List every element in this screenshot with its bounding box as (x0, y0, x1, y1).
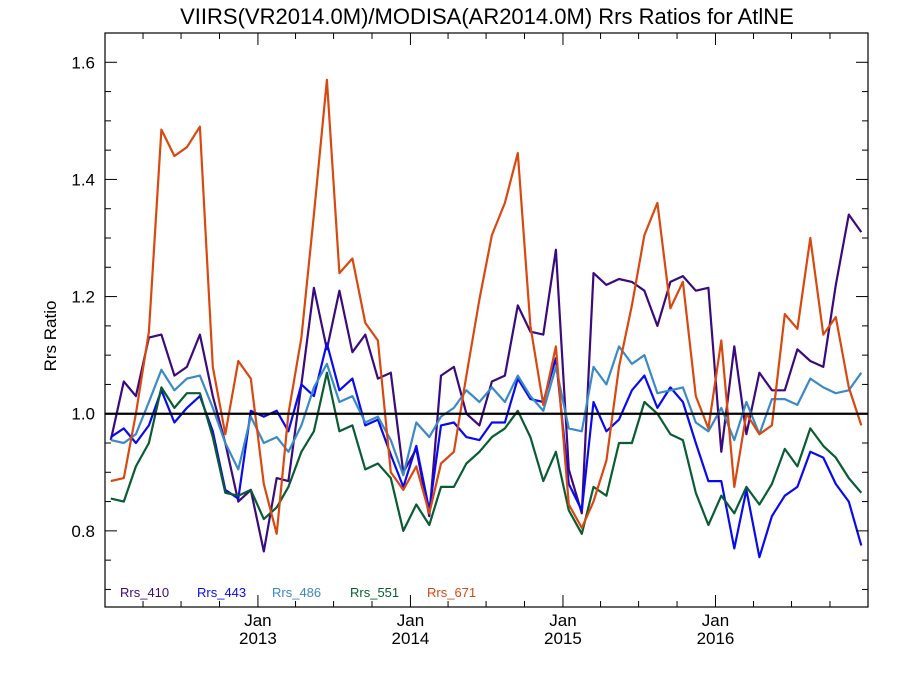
series-line-rrs-551 (110, 371, 863, 535)
y-tick-label: 1.4 (71, 170, 95, 189)
y-tick-label: 1.0 (71, 405, 95, 424)
x-tick-year-label: 2016 (697, 629, 735, 648)
legend-entry-rrs-410: Rrs_410 (120, 585, 169, 600)
chart-title: VIIRS(VR2014.0M)/MODISA(AR2014.0M) Rrs R… (180, 4, 794, 29)
series-line-rrs-486 (110, 345, 863, 477)
y-axis-label: Rrs Ratio (41, 301, 60, 372)
series-group (109, 78, 863, 559)
legend-entry-rrs-443: Rrs_443 (197, 585, 246, 600)
x-tick-month-label: Jan (397, 611, 424, 630)
legend-entry-rrs-671: Rrs_671 (427, 585, 476, 600)
y-tick-label: 1.2 (71, 288, 95, 307)
x-tick-year-label: 2014 (392, 629, 430, 648)
x-tick-year-label: 2013 (239, 629, 277, 648)
y-tick-label: 1.6 (71, 53, 95, 72)
y-axis: 0.8 1.0 1.2 1.4 1.6 (71, 53, 868, 590)
x-tick-month-label: Jan (549, 611, 576, 630)
legend-entry-rrs-551: Rrs_551 (350, 585, 399, 600)
x-tick-month-label: Jan (244, 611, 271, 630)
x-tick-year-label: 2015 (544, 629, 582, 648)
series-line-rrs-443 (110, 342, 863, 559)
y-tick-label: 0.8 (71, 522, 95, 541)
legend: Rrs_410 Rrs_443 Rrs_486 Rrs_551 Rrs_671 (120, 585, 476, 600)
x-tick-month-label: Jan (702, 611, 729, 630)
series-line-rrs-410 (109, 213, 863, 553)
plot-frame (104, 32, 869, 608)
series-line-rrs-671 (110, 78, 863, 535)
legend-entry-rrs-486: Rrs_486 (272, 585, 321, 600)
plot-area (105, 78, 868, 559)
